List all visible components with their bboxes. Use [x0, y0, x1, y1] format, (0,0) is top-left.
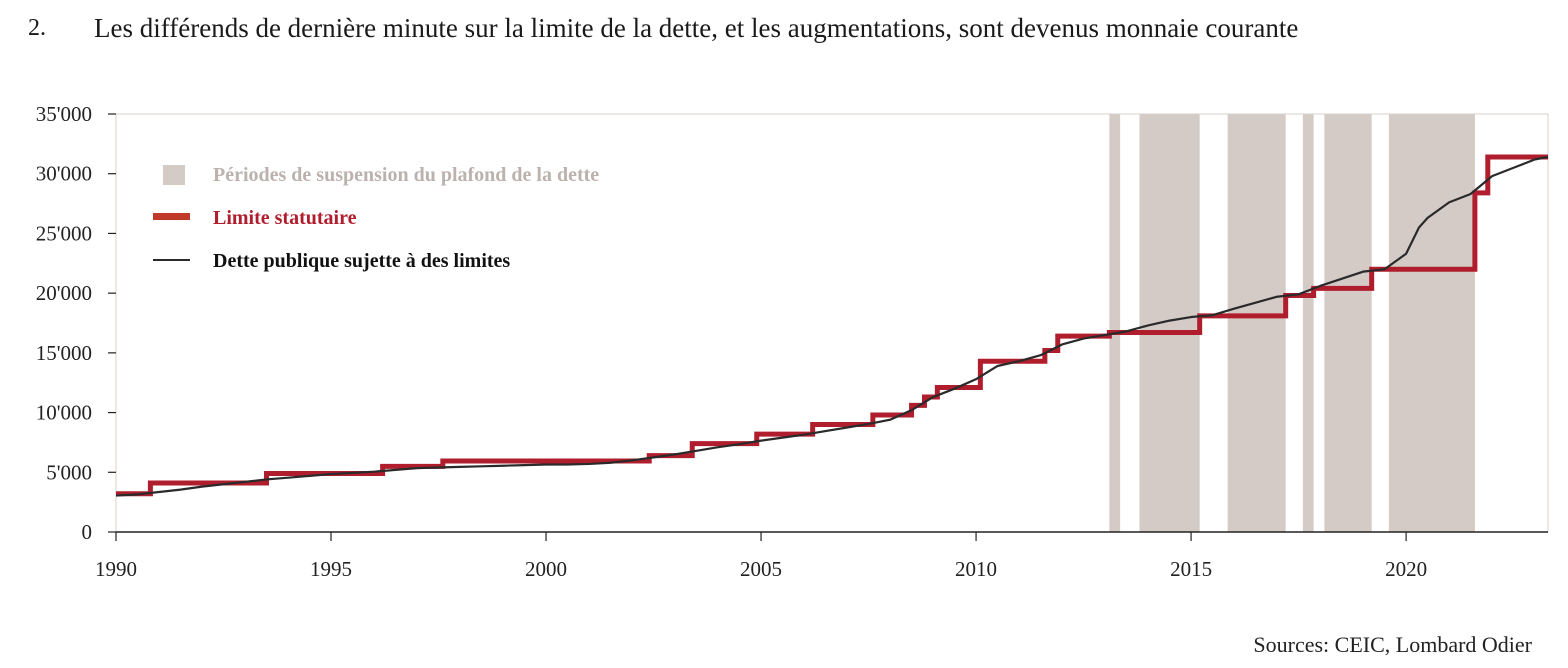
x-tick-label-4: 2010 — [955, 557, 997, 581]
suspension-band-1 — [1139, 114, 1200, 532]
y-tick-label-6: 30'000 — [36, 162, 92, 186]
figure-number: 2. — [28, 15, 46, 41]
y-tick-label-5: 25'000 — [36, 221, 92, 245]
x-tick-label-2: 2000 — [525, 557, 567, 581]
x-tick-label-6: 2020 — [1385, 557, 1427, 581]
y-tick-label-1: 5'000 — [46, 460, 92, 484]
chart-title: Les différends de dernière minute sur la… — [94, 13, 1299, 43]
series-line-limite-statutaire — [116, 154, 1548, 497]
y-tick-label-3: 15'000 — [36, 341, 92, 365]
suspension-band-5 — [1388, 114, 1475, 532]
x-tick-label-5: 2015 — [1170, 557, 1212, 581]
legend-swatch-limit — [153, 213, 190, 220]
suspension-band-4 — [1324, 114, 1372, 532]
y-axis: 0 5'000 10'000 15'000 20'000 25'000 30'000 35'0… — [36, 102, 116, 544]
series-layer — [115, 154, 1549, 497]
legend-swatch-suspensions — [163, 165, 185, 185]
legend-label-debt: Dette publique sujette à des limites — [213, 250, 510, 272]
legend-label-limit: Limite statutaire — [213, 207, 357, 229]
suspension-band-2 — [1227, 114, 1286, 532]
x-tick-label-1: 1995 — [310, 557, 352, 581]
y-tick-label-4: 20'000 — [36, 281, 92, 305]
suspension-band-3 — [1302, 114, 1314, 532]
y-tick-label-2: 10'000 — [36, 401, 92, 425]
x-axis: 1990 1995 2000 2005 2010 2015 2020 — [95, 531, 1548, 581]
y-tick-label-0: 0 — [82, 520, 93, 544]
x-tick-label-3: 2005 — [740, 557, 782, 581]
legend-label-suspensions: Périodes de suspension du plafond de la … — [213, 164, 599, 186]
suspension-band-0 — [1109, 114, 1121, 532]
series-line-dette-publique — [115, 155, 1549, 497]
legend: Périodes de suspension du plafond de la … — [153, 164, 599, 272]
y-tick-label-7: 35'000 — [36, 102, 92, 126]
x-tick-label-0: 1990 — [95, 557, 137, 581]
suspension-bands — [1109, 114, 1475, 532]
title-row: 2. Les différends de dernière minute sur… — [28, 8, 1548, 48]
source-note: Sources: CEIC, Lombard Odier — [1253, 632, 1532, 657]
